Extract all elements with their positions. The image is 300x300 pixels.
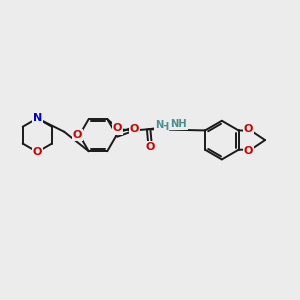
Text: O: O: [113, 124, 122, 134]
Text: O: O: [244, 146, 253, 156]
Text: O: O: [73, 130, 82, 140]
Text: H: H: [160, 122, 168, 132]
Text: O: O: [244, 124, 253, 134]
Text: O: O: [33, 147, 42, 157]
Text: NH: NH: [170, 119, 186, 129]
Text: N: N: [155, 121, 163, 130]
Text: N: N: [33, 113, 42, 123]
Text: O: O: [130, 124, 139, 134]
Text: O: O: [145, 142, 154, 152]
